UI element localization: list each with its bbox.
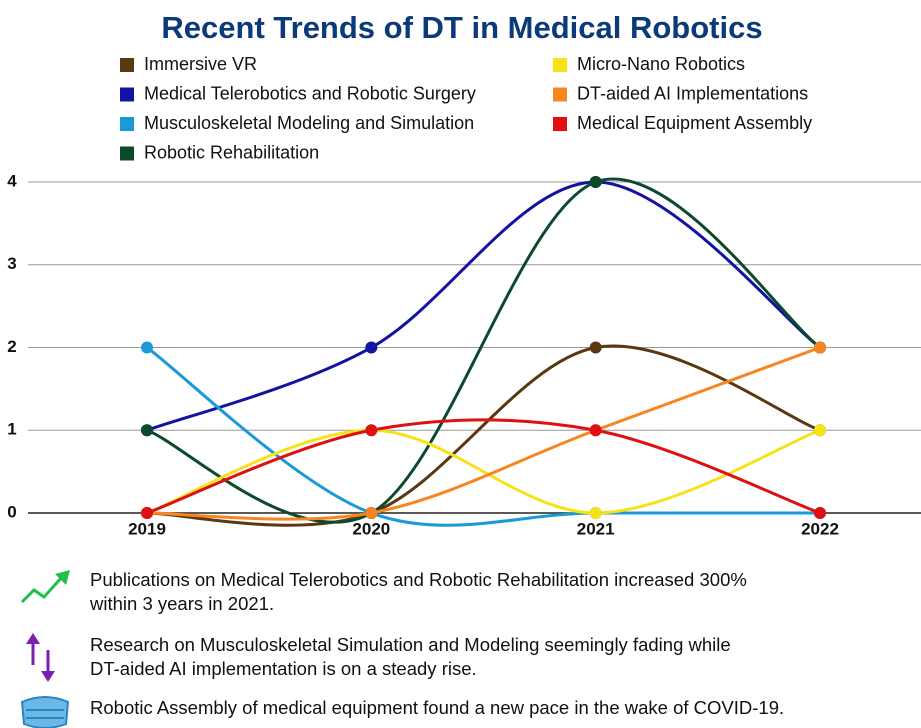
point <box>589 341 602 354</box>
point <box>141 341 153 354</box>
point <box>589 507 602 519</box>
point <box>814 507 826 519</box>
trend-up-icon <box>20 570 70 604</box>
point <box>141 424 153 437</box>
legend-swatch <box>553 117 567 131</box>
legend-swatch <box>553 87 567 102</box>
legend-label: Musculoskeletal Modeling and Simulation <box>144 113 474 133</box>
legend-label: Immersive VR <box>144 54 257 74</box>
legend-label: Medical Telerobotics and Robotic Surgery <box>144 83 476 103</box>
y-tick-label: 3 <box>7 254 16 273</box>
x-tick-label: 2020 <box>352 519 390 538</box>
point <box>365 424 378 437</box>
annotation: within 3 years in 2021. <box>89 593 274 614</box>
legend-label: DT-aided AI Implementations <box>577 83 808 103</box>
series-line <box>146 177 821 524</box>
point <box>141 507 153 519</box>
legend-swatch <box>120 146 134 161</box>
point <box>365 507 378 519</box>
series-line <box>146 428 821 515</box>
series-line <box>146 180 821 432</box>
series-line <box>146 344 821 527</box>
mask-icon <box>20 696 70 728</box>
y-tick-label: 4 <box>7 171 17 190</box>
y-tick-label: 0 <box>7 502 16 521</box>
legend-swatch <box>120 117 134 131</box>
series-line <box>146 418 821 515</box>
y-tick-label: 2 <box>7 337 16 356</box>
annotation: Research on Musculoskeletal Simulation a… <box>90 634 731 655</box>
legend-label: Micro-Nano Robotics <box>577 54 745 74</box>
point <box>589 424 602 437</box>
point <box>814 341 826 354</box>
series-line <box>146 346 820 527</box>
legend-swatch <box>120 87 134 102</box>
chart-title: Recent Trends of DT in Medical Robotics <box>161 10 762 45</box>
annotation: DT-aided AI implementation is on a stead… <box>90 658 477 679</box>
annotation: Robotic Assembly of medical equipment fo… <box>90 697 784 718</box>
point <box>589 176 602 188</box>
point <box>365 341 378 354</box>
legend-swatch <box>120 58 134 72</box>
up-down-icon <box>26 633 55 682</box>
legend-swatch <box>553 58 567 72</box>
legend-label: Medical Equipment Assembly <box>577 113 812 133</box>
legend-label: Robotic Rehabilitation <box>144 142 319 162</box>
point <box>814 424 826 437</box>
x-tick-label: 2021 <box>577 519 615 538</box>
annotation: Publications on Medical Telerobotics and… <box>90 569 747 590</box>
x-tick-label: 2022 <box>801 519 839 538</box>
x-tick-label: 2019 <box>128 519 166 538</box>
series-line <box>146 346 821 521</box>
y-tick-label: 1 <box>7 420 16 439</box>
